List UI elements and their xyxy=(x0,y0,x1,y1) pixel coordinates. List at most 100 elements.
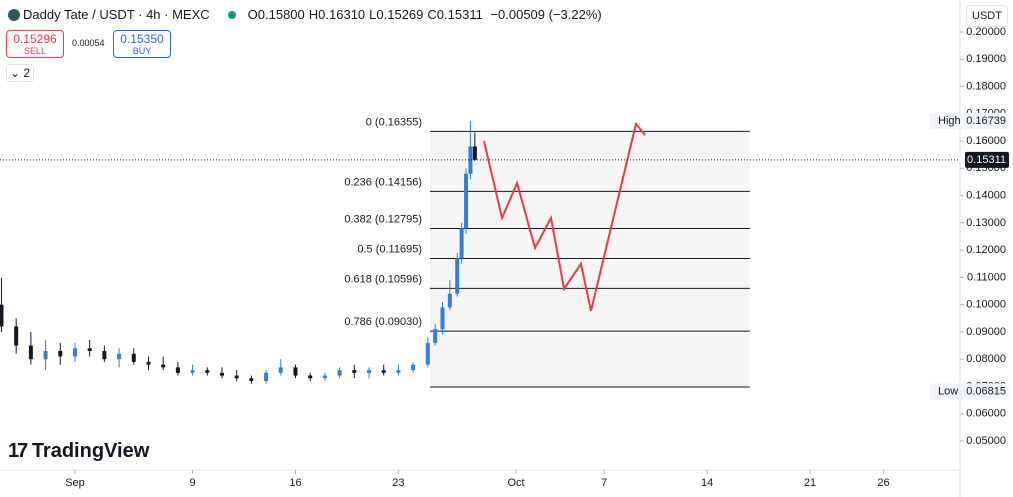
spread: 0.00054 xyxy=(72,38,105,48)
change: −0.00509 (−3.22%) xyxy=(490,7,602,22)
fib-background xyxy=(430,131,750,388)
ohlc-key: O xyxy=(247,7,258,22)
candle-body xyxy=(472,146,477,160)
ohlc-key: L xyxy=(369,7,377,22)
candle-body xyxy=(102,351,107,360)
candle-body xyxy=(308,375,313,379)
y-tick-label: 0.11000 xyxy=(967,271,1006,283)
status-dot xyxy=(227,11,236,19)
x-tick-label: Oct xyxy=(507,477,524,489)
x-tick-label: 26 xyxy=(877,477,889,489)
candle-body xyxy=(58,351,63,357)
last-price-label: 0.15311 xyxy=(967,154,1006,166)
candle-body xyxy=(447,293,452,308)
x-tick-label: 23 xyxy=(392,477,404,489)
x-tick-label: Sep xyxy=(65,477,85,489)
candle-body xyxy=(72,348,77,357)
fib-label: 0.382 (0.12795) xyxy=(344,213,422,225)
last-price-tag xyxy=(965,151,1009,168)
y-tick-label: 0.10000 xyxy=(966,299,1006,311)
candle-body xyxy=(205,370,210,373)
ohlc: O0.15800 H0.16310 L0.15269 C0.15311 xyxy=(248,7,487,22)
candle-body xyxy=(337,370,342,376)
candle-body xyxy=(396,370,401,373)
ohlc-value: 0.16310 xyxy=(318,7,366,22)
y-tick-label: 0.14000 xyxy=(966,190,1006,202)
marker-tag xyxy=(930,112,1009,129)
ohlc-value: 0.15269 xyxy=(376,7,424,22)
candle-body xyxy=(117,353,122,360)
buy-label: BUY xyxy=(132,46,152,56)
x-tick-label: 14 xyxy=(701,477,713,489)
symbol: Daddy Tate / USDT · 4h · MEXC xyxy=(23,7,210,22)
sell-label: SELL xyxy=(23,46,47,56)
marker-tag xyxy=(930,383,1009,400)
y-tick-label: 0.12000 xyxy=(966,244,1006,256)
indicator-count: 2 xyxy=(23,66,31,80)
candle-body xyxy=(234,375,239,379)
y-tick-label: 0.19000 xyxy=(966,53,1006,65)
fib-label: 0.618 (0.10596) xyxy=(344,273,422,285)
indicator-toggle[interactable]: ⌄ 2 xyxy=(6,64,34,82)
candle-body xyxy=(459,228,464,259)
x-tick-label: 16 xyxy=(289,477,301,489)
buy-button[interactable]: 0.15350 BUY xyxy=(113,30,171,58)
sell-button[interactable]: 0.15296 SELL xyxy=(6,30,64,58)
candle-body xyxy=(161,364,166,368)
logo-text: TradingView xyxy=(31,440,150,462)
y-tick-label: 0.06000 xyxy=(966,408,1006,420)
fib-label: 0 (0.16355) xyxy=(366,116,422,128)
y-tick-label: 0.05000 xyxy=(966,435,1006,447)
candle-body xyxy=(381,370,386,373)
x-tick-label: 7 xyxy=(601,477,607,489)
candle-body xyxy=(455,258,460,294)
candle-body xyxy=(464,173,469,229)
y-tick-label: 0.20000 xyxy=(966,26,1006,38)
candle-body xyxy=(87,348,92,352)
candle-body xyxy=(190,370,195,373)
candle-body xyxy=(278,367,283,373)
candle-body xyxy=(146,361,151,365)
candle-body xyxy=(425,342,430,365)
y-tick-label: 0.08000 xyxy=(966,353,1006,365)
symbol-title[interactable]: Daddy Tate / USDT · 4h · MEXC O0.15800 H0.… xyxy=(8,7,602,22)
marker-value: 0.16739 xyxy=(966,115,1006,127)
candle-body xyxy=(468,146,473,174)
candle-body xyxy=(43,351,48,360)
marker-name: High xyxy=(938,115,961,127)
candle-body xyxy=(293,367,298,376)
y-tick-label: 0.13000 xyxy=(966,217,1006,229)
y-tick-label: 0.16000 xyxy=(966,135,1006,147)
ohlc-key: C xyxy=(427,7,437,22)
x-tick-label: 21 xyxy=(804,477,816,489)
fib-label: 0.236 (0.14156) xyxy=(344,176,422,188)
candle-body xyxy=(264,372,269,382)
marker-value: 0.06815 xyxy=(966,385,1006,397)
candle-body xyxy=(175,367,180,373)
candle-body xyxy=(440,307,445,330)
projection-line xyxy=(482,121,646,312)
buy-price: 0.15350 xyxy=(120,32,164,46)
ohlc-key: H xyxy=(308,7,319,22)
currency-select[interactable]: USDT xyxy=(966,5,1008,27)
y-tick-label: 0.18000 xyxy=(966,80,1006,92)
fib-label: 0.5 (0.11695) xyxy=(357,243,422,255)
candle-body xyxy=(14,326,19,346)
candle-body xyxy=(322,375,327,379)
candle-body xyxy=(131,353,136,362)
logo: 17 TradingView xyxy=(8,440,150,462)
y-tick-label: 0.09000 xyxy=(966,326,1006,338)
ohlc-value: 0.15311 xyxy=(436,7,483,22)
sell-price: 0.15296 xyxy=(13,32,57,46)
fib-label: 0.786 (0.09030) xyxy=(344,316,422,328)
candle-body xyxy=(0,304,4,327)
candle-body xyxy=(433,329,438,343)
ohlc-value: 0.15800 xyxy=(257,7,305,22)
candle-body xyxy=(249,378,254,382)
candle-body xyxy=(219,372,224,376)
candle-body xyxy=(411,364,416,371)
candle-body xyxy=(367,370,372,373)
marker-name: Low xyxy=(938,385,958,397)
x-tick-label: 9 xyxy=(190,477,196,489)
